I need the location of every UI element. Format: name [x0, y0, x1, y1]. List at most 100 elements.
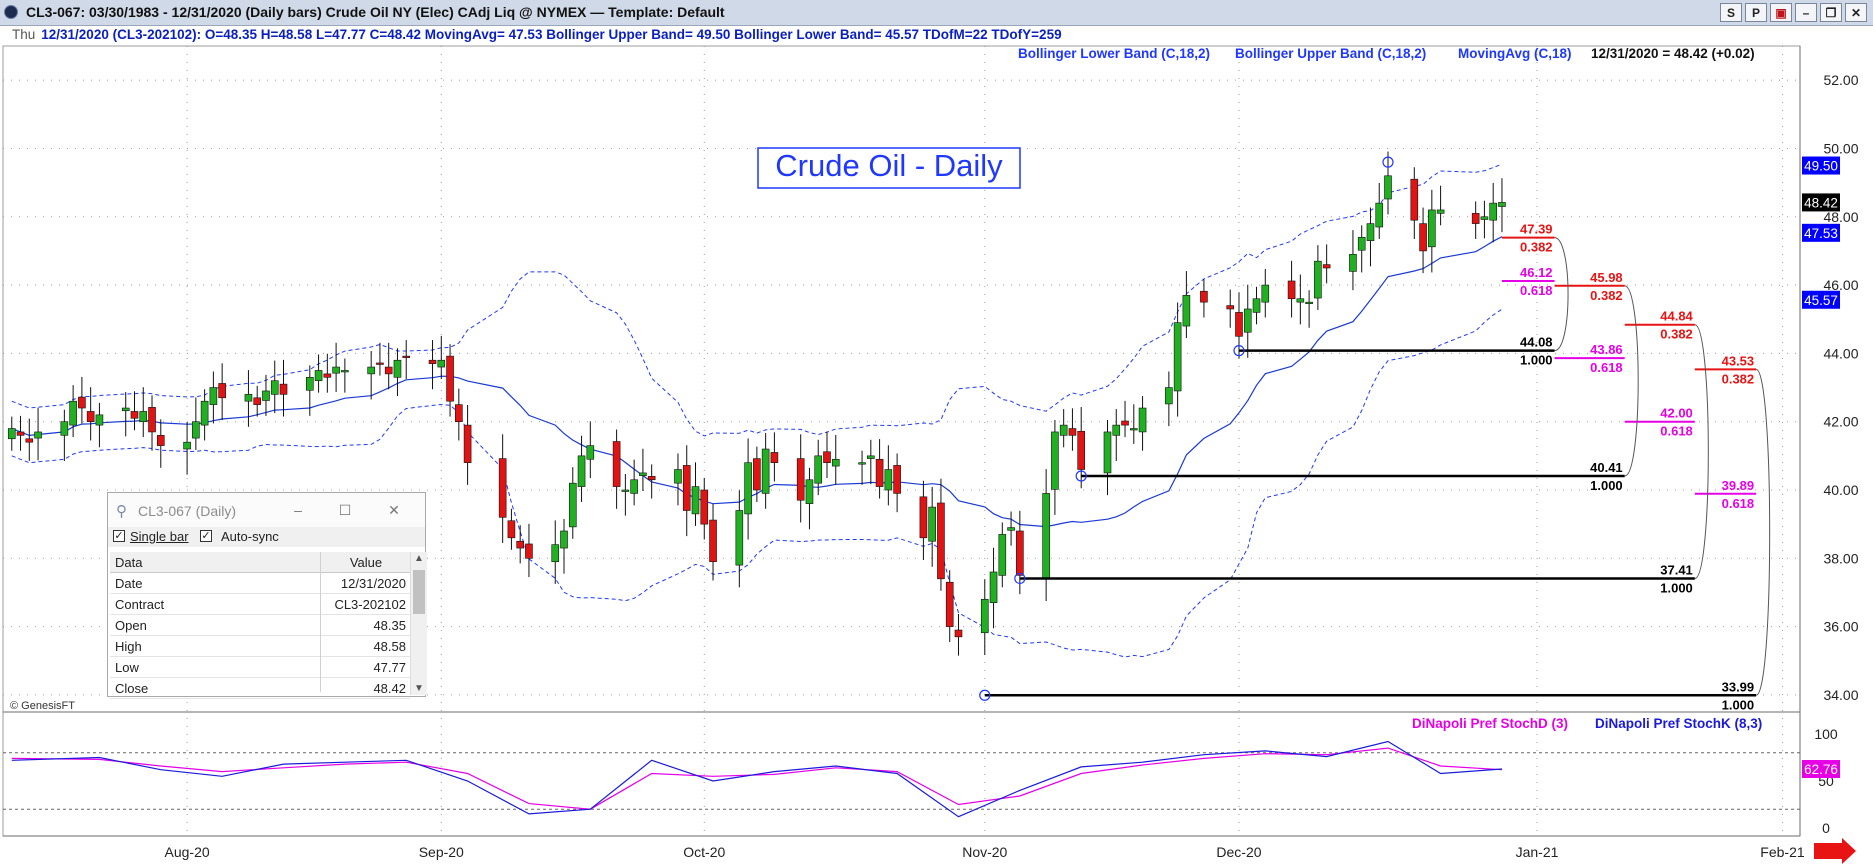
- y-tick-label: 50.00: [1823, 140, 1858, 156]
- candle-body: [937, 502, 945, 580]
- scroll-up-icon[interactable]: ▲: [414, 553, 424, 564]
- y-tick-label: 36.00: [1823, 619, 1858, 635]
- candle-body: [78, 396, 86, 409]
- candle-body: [875, 458, 884, 487]
- detail-scrollbar[interactable]: ▲ ▼: [410, 552, 427, 695]
- candle-body: [1261, 284, 1270, 303]
- candle-body: [823, 451, 831, 463]
- candle-body: [1314, 260, 1322, 299]
- row-value: 47.77: [373, 660, 406, 675]
- s-button[interactable]: S: [1720, 3, 1742, 22]
- candle-body: [954, 629, 963, 638]
- table-row[interactable]: Contract CL3-202102: [110, 594, 410, 615]
- scroll-down-icon[interactable]: ▼: [414, 683, 424, 694]
- candle-body: [16, 431, 25, 436]
- table-row[interactable]: Close 48.42: [110, 678, 410, 699]
- candle-body: [1042, 493, 1050, 580]
- candle-body: [1349, 254, 1357, 272]
- candle-body: [463, 424, 472, 463]
- table-row[interactable]: High 48.58: [110, 636, 410, 657]
- stoch-y-tick: 100: [1814, 726, 1838, 742]
- candle-body: [1007, 527, 1015, 531]
- p-button[interactable]: P: [1745, 3, 1767, 22]
- candle-body: [1480, 216, 1489, 220]
- candle-body: [218, 383, 226, 399]
- detail-maximize-button[interactable]: ☐: [338, 502, 352, 518]
- stoch-d-line: [11, 747, 1503, 810]
- table-row[interactable]: Open 48.35: [110, 615, 410, 636]
- close-button[interactable]: ✕: [1845, 3, 1867, 22]
- lower-band-line: [11, 308, 1503, 658]
- col-value-header[interactable]: Value: [349, 555, 383, 570]
- candle-body: [639, 472, 647, 476]
- candle-body: [1375, 202, 1384, 228]
- candle-body: [1384, 175, 1392, 200]
- candle-body: [393, 359, 402, 378]
- candle-body: [156, 435, 165, 446]
- swing-low-marker: [979, 689, 991, 701]
- stoch-value-badge: [1802, 760, 1840, 779]
- candle-body: [814, 455, 823, 484]
- legend-stoch-k: DiNapoli Pref StochK (8,3): [1595, 716, 1762, 731]
- detail-window[interactable]: ⚲ CL3-067 (Daily) – ☐ ✕ ✓ Single bar ✓ A…: [107, 492, 427, 699]
- auto-sync-checkbox[interactable]: ✓: [200, 530, 212, 542]
- fib-level-label: 33.99: [1722, 679, 1755, 694]
- axis-value-badge: [1802, 193, 1840, 212]
- candle-body: [1173, 322, 1182, 392]
- candle-body: [200, 400, 209, 426]
- x-tick-label: Aug-20: [165, 844, 210, 860]
- legend-last-value: 12/31/2020 = 48.42 (+0.02): [1591, 46, 1755, 61]
- detail-options: ✓ Single bar ✓ Auto-sync: [108, 527, 425, 547]
- candle-body: [507, 520, 516, 539]
- y-tick-label: 42.00: [1823, 414, 1858, 430]
- col-data-header[interactable]: Data: [115, 555, 143, 570]
- single-bar-label: Single bar: [130, 529, 189, 544]
- grid-header: Data Value: [110, 552, 410, 573]
- fib-bracket: [1624, 285, 1639, 477]
- candle-body: [1051, 431, 1059, 490]
- candle-body: [1366, 223, 1375, 241]
- row-label: Date: [115, 576, 143, 591]
- candle-body: [306, 376, 314, 391]
- candle-body: [1436, 209, 1445, 214]
- fib-level-label: 40.41: [1590, 460, 1623, 475]
- candle-body: [831, 458, 840, 467]
- candle-body: [1252, 298, 1261, 313]
- candle-body: [647, 476, 656, 481]
- candle-body: [893, 465, 901, 494]
- candle-body: [262, 390, 270, 401]
- candle-body: [332, 366, 340, 374]
- swing-low-marker: [1014, 572, 1026, 585]
- candle-body: [498, 458, 507, 518]
- row-label: Low: [115, 660, 139, 675]
- candle-body: [1077, 430, 1085, 470]
- y-tick-label: 48.00: [1823, 209, 1858, 225]
- candle-body: [69, 400, 77, 426]
- table-row[interactable]: Low 47.77: [110, 657, 410, 678]
- candle-body: [139, 411, 148, 422]
- detail-minimize-button[interactable]: –: [294, 502, 302, 518]
- candle-body: [323, 373, 332, 378]
- candle-body: [130, 411, 139, 419]
- restore-button[interactable]: ❐: [1820, 3, 1842, 22]
- scroll-right-arrow-icon[interactable]: [1814, 838, 1856, 864]
- candle-body: [148, 407, 156, 433]
- scroll-thumb[interactable]: [413, 570, 425, 614]
- table-row[interactable]: Date 12/31/2020: [110, 573, 410, 594]
- candle-body: [376, 362, 384, 365]
- candle-body: [1471, 213, 1480, 224]
- legend-lower-band: Bollinger Lower Band (C,18,2): [1018, 46, 1210, 61]
- fib-level-label: 45.98: [1590, 270, 1623, 285]
- row-value: 48.42: [373, 681, 406, 696]
- candle-body: [560, 530, 568, 549]
- candle-body: [989, 571, 998, 604]
- minimize-button[interactable]: –: [1795, 3, 1817, 22]
- candle-body: [1112, 424, 1121, 436]
- detail-close-button[interactable]: ✕: [388, 502, 400, 518]
- candle-body: [86, 411, 95, 422]
- candle-body: [121, 407, 130, 412]
- fib-level-label: 44.08: [1520, 335, 1553, 350]
- single-bar-checkbox[interactable]: ✓: [113, 530, 125, 542]
- window-icon-button[interactable]: ▣: [1770, 3, 1792, 22]
